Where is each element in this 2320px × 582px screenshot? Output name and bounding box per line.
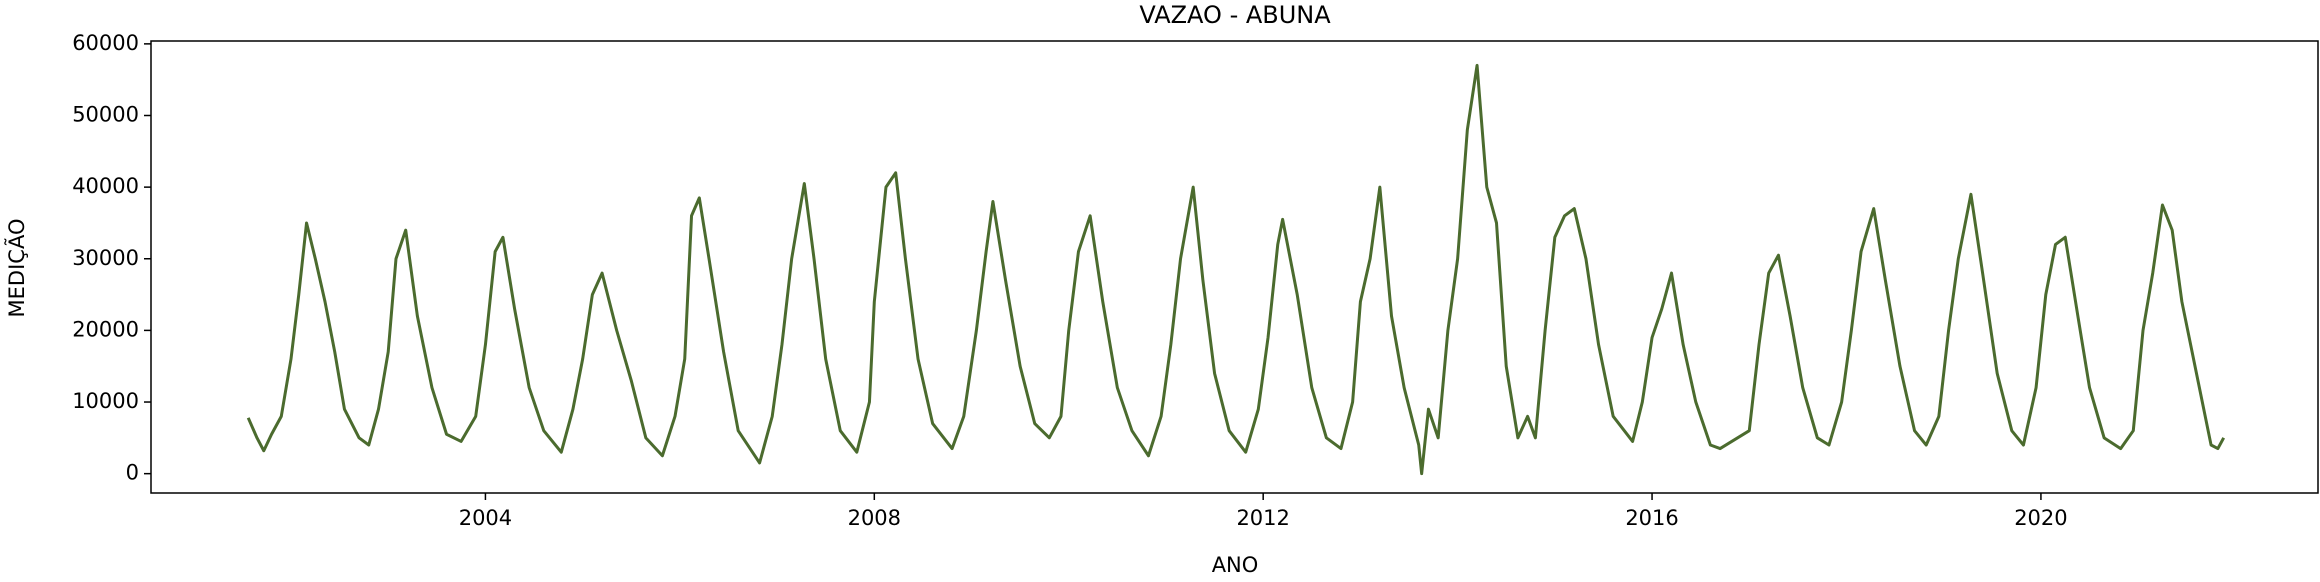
- plot-frame: [150, 40, 2319, 494]
- data-line: [246, 63, 2226, 476]
- chart-title: VAZAO - ABUNA: [1139, 1, 1331, 29]
- y-tick-label: 50000: [72, 102, 139, 126]
- x-tick-label: 2008: [848, 506, 901, 530]
- y-tick-label: 0: [126, 461, 139, 485]
- y-tick-label: 40000: [72, 174, 139, 198]
- y-tick-label: 60000: [72, 31, 139, 55]
- x-tick-label: 2016: [1625, 506, 1678, 530]
- y-tick-label: 10000: [72, 389, 139, 413]
- y-tick-label: 30000: [72, 246, 139, 270]
- x-axis-label: ANO: [1212, 553, 1259, 577]
- x-tick-label: 2012: [1236, 506, 1289, 530]
- x-tick-label: 2004: [459, 506, 512, 530]
- y-axis-label: MEDIÇÃO: [3, 219, 29, 318]
- y-tick-label: 20000: [72, 317, 139, 341]
- x-tick-label: 2020: [2014, 506, 2067, 530]
